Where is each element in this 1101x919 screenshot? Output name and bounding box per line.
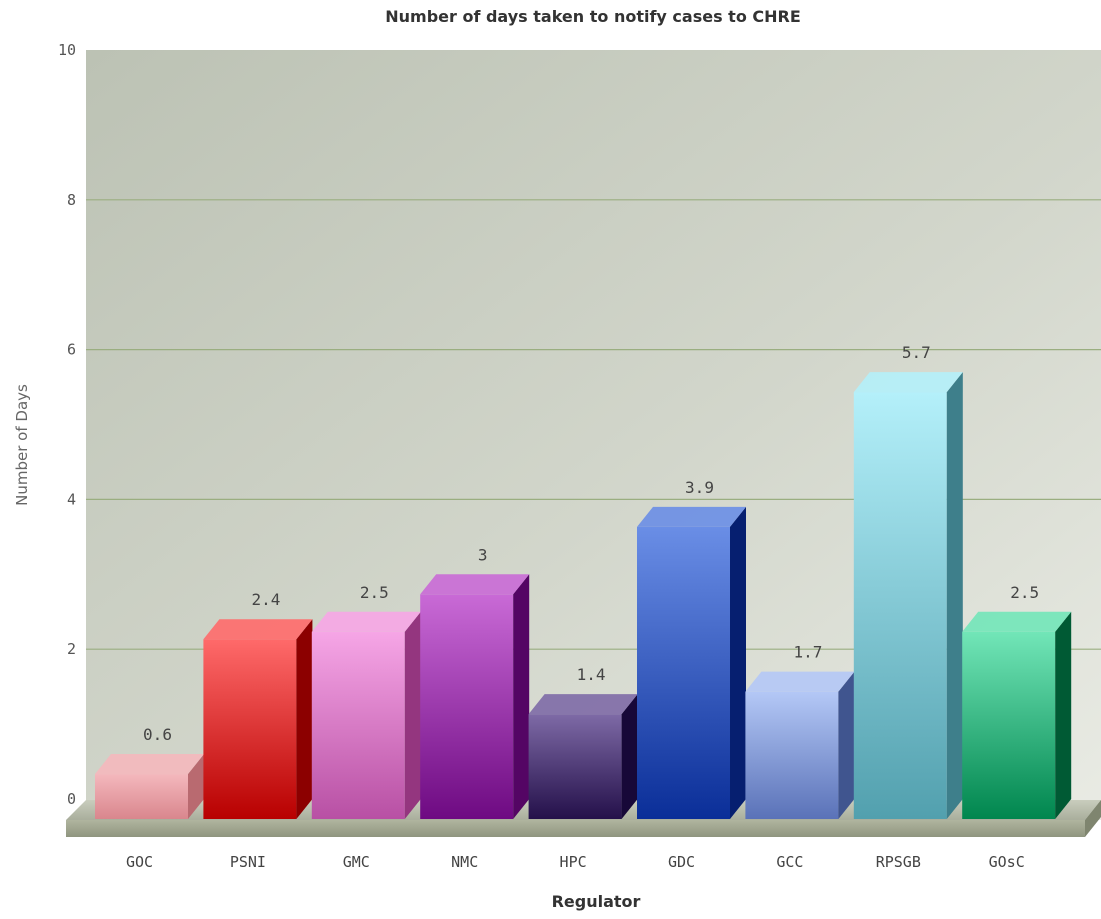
x-tick-label: RPSGB [876,853,921,871]
floor-side [1085,800,1101,837]
y-tick-label: 6 [67,341,76,359]
bar-gosc [962,611,1072,819]
bar-gcc [745,671,855,819]
bars [95,372,1072,819]
value-label: 3.9 [685,478,714,497]
y-tick-label: 4 [67,490,76,508]
bar-top [420,574,530,595]
value-label: 2.4 [251,590,280,609]
bar-side [188,754,204,819]
bar-nmc [420,574,530,819]
bar-gdc [637,506,746,819]
bar-gmc [311,611,421,819]
value-label: 3 [478,545,488,564]
x-tick-label: GMC [343,853,370,871]
bar-side [621,694,638,819]
x-tick-label: GCC [776,853,803,871]
bar-top [745,671,855,692]
value-label: 0.6 [143,725,172,744]
value-label: 1.7 [793,643,822,662]
bar-goc [95,754,204,819]
bar-front [203,639,297,819]
x-tick-label: GDC [668,853,695,871]
bar-side [513,574,530,819]
bar-side [946,372,963,819]
bar-rpsgb [853,372,963,819]
bar-side [404,611,421,819]
x-tick-label: GOsC [989,853,1025,871]
bar-front [745,691,839,819]
x-tick-label: NMC [451,853,478,871]
bar-psni [203,619,313,819]
value-labels: 0.6 2.4 2.5 3 1.4 3.9 1.7 5.7 2.5 [143,343,1039,744]
bar-front [95,774,188,819]
value-label: 1.4 [577,665,606,684]
y-tick-label: 8 [67,191,76,209]
bar-front [637,526,730,819]
bar-top [637,506,746,527]
bar-front [962,631,1056,819]
x-tick-label: PSNI [230,853,266,871]
y-axis-ticks: 0 2 4 6 8 10 [58,41,76,808]
bar-side [1055,611,1072,819]
x-tick-label: GOC [126,853,153,871]
x-axis-ticks: GOC PSNI GMC NMC HPC GDC GCC RPSGB GOsC [126,853,1025,871]
x-axis-title: Regulator [552,892,641,911]
chart-title: Number of days taken to notify cases to … [385,7,801,26]
y-axis-title: Number of Days [13,384,31,506]
bar-top [95,754,204,775]
bar-top [962,611,1072,632]
value-label: 2.5 [360,583,389,602]
bar-front [528,714,622,819]
value-label: 2.5 [1010,583,1039,602]
bar-front [853,392,947,819]
value-label: 5.7 [902,343,931,362]
y-tick-label: 10 [58,41,76,59]
floor-front [66,820,1085,837]
y-tick-label: 2 [67,640,76,658]
bar-hpc [528,694,638,819]
bar-side [838,671,855,819]
bar-top [528,694,638,715]
bar-top [311,611,421,632]
y-tick-label: 0 [67,790,76,808]
bar-side [730,506,746,819]
bar-side [296,619,313,819]
bar-top [203,619,313,640]
bar-top [853,372,963,393]
bar-front [311,631,405,819]
bar-front [420,594,514,819]
x-tick-label: HPC [560,853,587,871]
